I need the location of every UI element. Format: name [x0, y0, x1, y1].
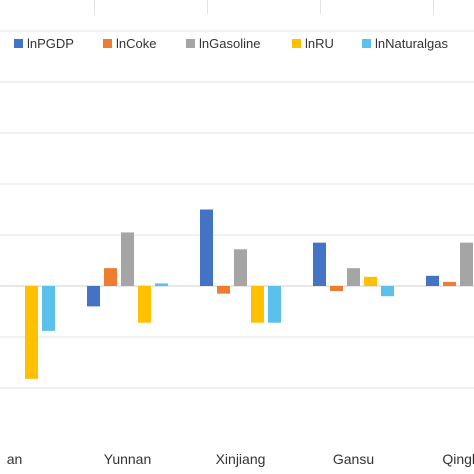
legend-swatch: [186, 39, 195, 48]
bar-lnCoke-Qinghai: [443, 281, 456, 286]
legend-swatch: [103, 39, 112, 48]
legend-item-lnGasoline: lnGasoline: [186, 36, 260, 51]
x-tick-label: Qinghai: [442, 451, 474, 467]
bar-lnCoke-Gansu: [330, 286, 343, 292]
bar-lnNaturalgas-Gansu: [381, 286, 394, 297]
bar-lnRU-an: [25, 286, 38, 379]
legend-label: lnCoke: [116, 36, 156, 51]
bar-lnPGDP-Qinghai: [426, 275, 439, 286]
bar-lnGasoline-Xinjiang: [234, 249, 247, 286]
bar-lnGasoline-Gansu: [347, 268, 360, 286]
legend-swatch: [292, 39, 301, 48]
bar-lnRU-Yunnan: [138, 286, 151, 323]
legend-item-lnPGDP: lnPGDP: [14, 36, 74, 51]
x-tick-label: Yunnan: [104, 451, 152, 467]
bar-lnPGDP-Yunnan: [87, 286, 100, 307]
gridlines: [0, 0, 474, 389]
legend-label: lnNaturalgas: [375, 36, 448, 51]
bar-lnRU-Gansu: [364, 276, 377, 286]
bar-lnPGDP-Gansu: [313, 242, 326, 286]
legend: lnPGDP lnCoke lnGasoline lnRU lnNaturalgas: [14, 36, 448, 51]
legend-label: lnPGDP: [27, 36, 74, 51]
bar-lnNaturalgas-an: [42, 286, 55, 331]
bar-lnCoke-Xinjiang: [217, 286, 230, 294]
legend-swatch: [14, 39, 23, 48]
bars: [25, 209, 473, 379]
bar-lnGasoline-Yunnan: [121, 232, 134, 286]
bar-lnPGDP-Xinjiang: [200, 209, 213, 286]
x-tick-labels: an Yunnan Xinjiang Gansu Qinghai: [7, 451, 474, 467]
bar-lnNaturalgas-Xinjiang: [268, 286, 281, 323]
bar-lnNaturalgas-Yunnan: [155, 283, 168, 286]
legend-swatch: [362, 39, 371, 48]
legend-item-lnRU: lnRU: [292, 36, 334, 51]
bar-lnCoke-Yunnan: [104, 268, 117, 286]
legend-label: lnRU: [305, 36, 334, 51]
x-tick-label: an: [7, 451, 23, 467]
bar-lnGasoline-Qinghai: [460, 242, 473, 286]
x-tick-label: Gansu: [333, 451, 374, 467]
legend-item-lnCoke: lnCoke: [103, 36, 156, 51]
legend-item-lnNaturalgas: lnNaturalgas: [362, 36, 448, 51]
legend-label: lnGasoline: [199, 36, 260, 51]
x-tick-label: Xinjiang: [216, 451, 266, 467]
bar-lnRU-Xinjiang: [251, 286, 264, 323]
